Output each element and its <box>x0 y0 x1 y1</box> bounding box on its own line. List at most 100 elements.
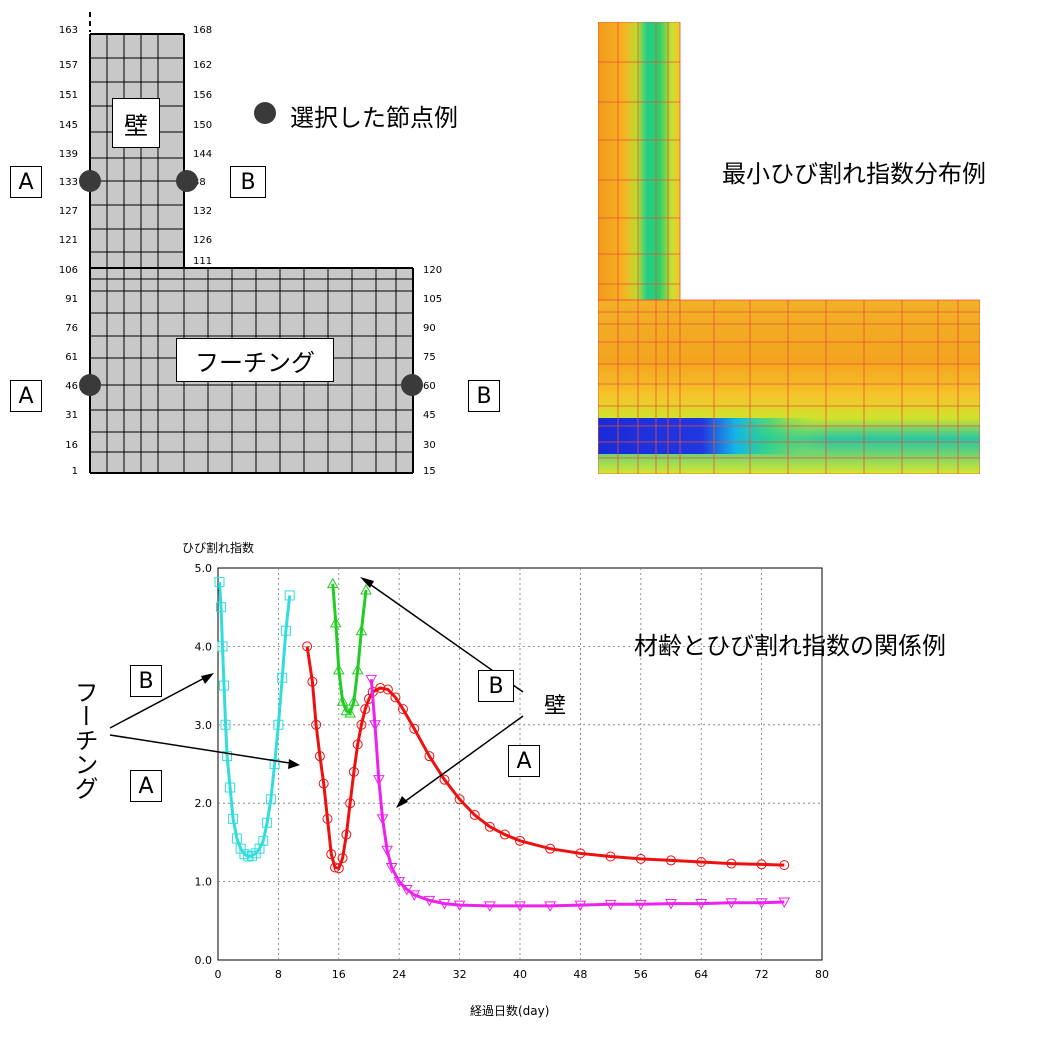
series-1 <box>302 641 790 874</box>
chart-series <box>214 577 791 912</box>
chart-ticks: 0 8 16 24 32 40 48 56 64 72 80 0.0 1.0 2.0 3.0 4.0 5.0 <box>195 562 830 981</box>
data-point <box>355 624 368 636</box>
mesh-diagram: 163 157 151 145 139 133 127 121 106 91 76 61 46 31 16 1… <box>0 0 540 490</box>
data-point <box>216 602 227 613</box>
data-point <box>365 674 378 686</box>
x-tick-label: 64 <box>694 968 708 981</box>
data-point <box>243 851 254 862</box>
data-point <box>228 813 239 824</box>
x-tick-label: 16 <box>332 968 346 981</box>
data-point <box>382 684 393 695</box>
data-point <box>424 751 435 762</box>
data-point <box>269 759 280 769</box>
node-label-left: 1 <box>72 466 78 477</box>
data-point <box>545 843 556 854</box>
data-point <box>726 858 737 869</box>
data-point <box>225 782 236 793</box>
data-point <box>369 720 381 731</box>
data-point <box>604 899 617 911</box>
series-3 <box>365 674 791 912</box>
selected-node-B-footing <box>401 374 423 396</box>
data-point <box>348 695 360 706</box>
x-tick-label: 72 <box>755 968 769 981</box>
data-point <box>302 641 313 652</box>
chart-svg: 0 8 16 24 32 40 48 56 64 72 80 0.0 1.0 2.0 3.0 4.0 5.0 ひ… <box>109 540 830 1018</box>
data-point <box>356 719 367 730</box>
legend-text: 選択した節点例 <box>290 104 458 132</box>
box-A-footing: A <box>10 380 42 412</box>
node-label-right-wall: 144 <box>193 149 212 160</box>
node-label-left: 151 <box>59 90 78 101</box>
data-point <box>360 704 371 715</box>
series-line <box>369 679 785 908</box>
data-point <box>360 583 372 595</box>
data-point <box>329 616 342 628</box>
x-tick-label: 32 <box>453 968 467 981</box>
node-label-left: 121 <box>59 235 78 246</box>
data-point <box>574 900 587 912</box>
data-point <box>280 625 291 636</box>
node-label-left: 61 <box>65 352 78 363</box>
annotation-A-left: A <box>130 770 162 802</box>
data-point <box>284 590 295 601</box>
data-point <box>372 775 385 786</box>
data-point <box>514 901 526 912</box>
box-B-wall-text: B <box>240 169 256 195</box>
annotation-A-right-text: A <box>516 748 532 774</box>
annotation-A-right: A <box>508 745 540 777</box>
data-point <box>756 859 767 870</box>
data-point <box>262 817 273 828</box>
label-wall: 壁 <box>112 98 160 148</box>
data-point <box>231 833 242 844</box>
node-label-right-wall: 162 <box>193 60 212 71</box>
data-point <box>277 672 288 683</box>
node-label-right-footing: 30 <box>423 440 436 451</box>
node-label-right-footing: 90 <box>423 323 436 334</box>
data-point <box>385 862 398 874</box>
annotation-footing: フーチング <box>70 680 98 800</box>
node-label-left: 145 <box>59 120 78 131</box>
series-0 <box>214 577 295 862</box>
annotation-wall: 壁 <box>544 694 567 719</box>
box-B-footing: B <box>468 380 500 412</box>
node-label-left: 157 <box>59 60 78 71</box>
series-2 <box>326 577 372 718</box>
box-B-footing-text: B <box>476 383 492 409</box>
legend-node-marker <box>254 102 276 124</box>
data-point <box>348 766 359 777</box>
node-label-left: 127 <box>59 206 78 217</box>
heatmap-panel: 最小ひび割れ指数分布例 <box>597 21 986 475</box>
x-tick-label: 80 <box>815 968 829 981</box>
y-tick-label: 1.0 <box>195 876 213 889</box>
node-label-right-wall: 132 <box>193 206 212 217</box>
node-label-left: 31 <box>65 410 78 421</box>
node-label-left: 139 <box>59 149 78 160</box>
data-point <box>469 809 480 820</box>
data-point <box>376 814 389 825</box>
data-point <box>778 897 791 909</box>
data-point <box>265 794 276 805</box>
data-point <box>235 843 246 854</box>
data-point <box>438 899 451 910</box>
heatmap-grid <box>597 21 981 475</box>
data-point <box>375 682 386 693</box>
chart-panel: 0 8 16 24 32 40 48 56 64 72 80 0.0 1.0 2.0 3.0 4.0 5.0 ひ… <box>0 530 1050 1039</box>
y-tick-label: 5.0 <box>195 562 213 575</box>
data-point <box>332 663 345 675</box>
node-label-right-footing: 45 <box>423 410 436 421</box>
node-label-left: 91 <box>65 294 78 305</box>
node-label-right-wall: 38 <box>193 177 206 188</box>
y-tick-label: 3.0 <box>195 719 213 732</box>
x-tick-label: 8 <box>275 968 282 981</box>
data-point <box>755 898 768 909</box>
data-point <box>779 860 790 871</box>
data-point <box>352 739 363 750</box>
selected-node-A-footing <box>79 374 101 396</box>
mesh-svg: 1631571511451391331271211069176614631161… <box>59 12 442 477</box>
node-label-left: 106 <box>59 265 78 276</box>
arrow-heads <box>201 577 408 808</box>
data-point <box>605 851 616 862</box>
node-label-right-wall: 168 <box>193 25 212 36</box>
data-point <box>665 899 677 910</box>
selected-node-A-wall <box>79 170 101 192</box>
